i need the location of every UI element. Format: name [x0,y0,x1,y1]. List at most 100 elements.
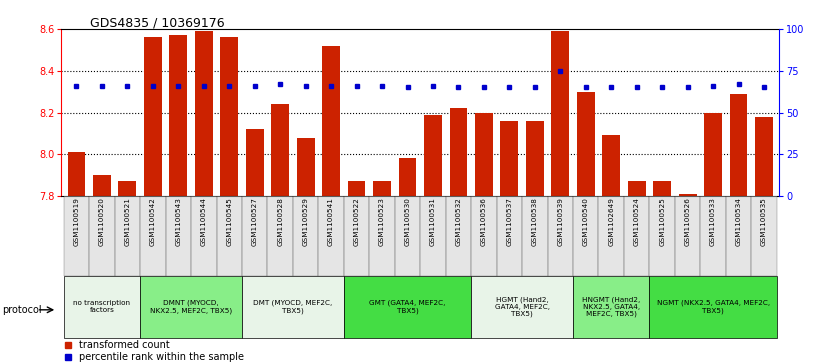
Bar [650,196,675,276]
Text: GSM1100529: GSM1100529 [303,197,308,246]
Bar [64,196,89,276]
Bar [318,196,344,276]
Text: GSM1100538: GSM1100538 [532,197,538,246]
Bar [624,196,650,276]
Bar [500,121,518,196]
Bar [725,196,752,276]
Text: GSM1100539: GSM1100539 [557,197,563,246]
Bar [522,196,548,276]
Text: GSM1100522: GSM1100522 [353,197,360,246]
Bar [420,196,446,276]
Text: GSM1100525: GSM1100525 [659,197,665,246]
Text: GSM1100519: GSM1100519 [73,197,79,246]
Bar [628,182,645,196]
Bar [573,196,598,276]
Text: GSM1100540: GSM1100540 [583,197,589,246]
Text: GSM1102649: GSM1102649 [608,197,614,246]
Bar [700,196,725,276]
Bar [68,152,86,196]
Text: DMT (MYOCD, MEF2C,
TBX5): DMT (MYOCD, MEF2C, TBX5) [253,300,333,314]
Text: GSM1100537: GSM1100537 [507,197,512,246]
Bar [246,129,264,196]
Bar [322,46,340,196]
Text: GSM1100527: GSM1100527 [251,197,258,246]
Text: percentile rank within the sample: percentile rank within the sample [79,352,244,362]
Bar [654,182,671,196]
Text: GSM1100520: GSM1100520 [99,197,105,246]
Text: GSM1100524: GSM1100524 [634,197,640,246]
Bar [548,196,573,276]
Bar [704,113,722,196]
Text: GSM1100543: GSM1100543 [175,197,181,246]
Text: HNGMT (Hand2,
NKX2.5, GATA4,
MEF2C, TBX5): HNGMT (Hand2, NKX2.5, GATA4, MEF2C, TBX5… [582,296,641,317]
Bar [471,196,497,276]
Bar [577,92,595,196]
Bar [398,159,416,196]
Bar [268,196,293,276]
Text: GSM1100533: GSM1100533 [710,197,716,246]
Text: GSM1100544: GSM1100544 [201,197,206,246]
Bar [450,108,468,196]
Bar [650,276,777,338]
Text: GSM1100523: GSM1100523 [379,197,385,246]
Text: GMT (GATA4, MEF2C,
TBX5): GMT (GATA4, MEF2C, TBX5) [370,300,446,314]
Text: GSM1100541: GSM1100541 [328,197,334,246]
Text: GDS4835 / 10369176: GDS4835 / 10369176 [90,16,224,29]
Bar [730,94,747,196]
Text: GSM1100545: GSM1100545 [226,197,233,246]
Text: GSM1100542: GSM1100542 [150,197,156,246]
Bar [675,196,700,276]
Bar [242,196,268,276]
Bar [752,196,777,276]
Text: HGMT (Hand2,
GATA4, MEF2C,
TBX5): HGMT (Hand2, GATA4, MEF2C, TBX5) [494,296,550,317]
Bar [297,138,314,196]
Text: GSM1100526: GSM1100526 [685,197,690,246]
Text: no transcription
factors: no transcription factors [73,300,131,313]
Text: GSM1100532: GSM1100532 [455,197,461,246]
Bar [348,182,366,196]
Bar [140,276,242,338]
Bar [271,104,289,196]
Bar [242,276,344,338]
Text: GSM1100535: GSM1100535 [761,197,767,246]
Bar [395,196,420,276]
Text: GSM1100521: GSM1100521 [124,197,131,246]
Bar [573,276,650,338]
Bar [370,196,395,276]
Bar [552,31,570,196]
Bar [195,31,213,196]
Bar [424,115,442,196]
Bar [64,276,140,338]
Bar [166,196,191,276]
Text: GSM1100534: GSM1100534 [735,197,742,246]
Bar [144,37,162,196]
Bar [679,194,697,196]
Bar [446,196,471,276]
Bar [526,121,543,196]
Bar [118,182,136,196]
Bar [216,196,242,276]
Text: DMNT (MYOCD,
NKX2.5, MEF2C, TBX5): DMNT (MYOCD, NKX2.5, MEF2C, TBX5) [150,300,232,314]
Bar [755,117,773,196]
Bar [191,196,216,276]
Bar [115,196,140,276]
Bar [220,37,238,196]
Text: NGMT (NKX2.5, GATA4, MEF2C,
TBX5): NGMT (NKX2.5, GATA4, MEF2C, TBX5) [657,300,769,314]
Text: GSM1100531: GSM1100531 [430,197,436,246]
Bar [373,182,391,196]
Bar [293,196,318,276]
Bar [471,276,573,338]
Bar [475,113,493,196]
Bar [598,196,624,276]
Bar [344,196,370,276]
Bar [602,135,620,196]
Bar [497,196,522,276]
Text: protocol: protocol [2,305,42,315]
Text: GSM1100530: GSM1100530 [405,197,410,246]
Text: GSM1100536: GSM1100536 [481,197,487,246]
Bar [140,196,166,276]
Bar [170,35,187,196]
Bar [93,175,111,196]
Text: GSM1100528: GSM1100528 [277,197,283,246]
Text: transformed count: transformed count [79,340,170,350]
